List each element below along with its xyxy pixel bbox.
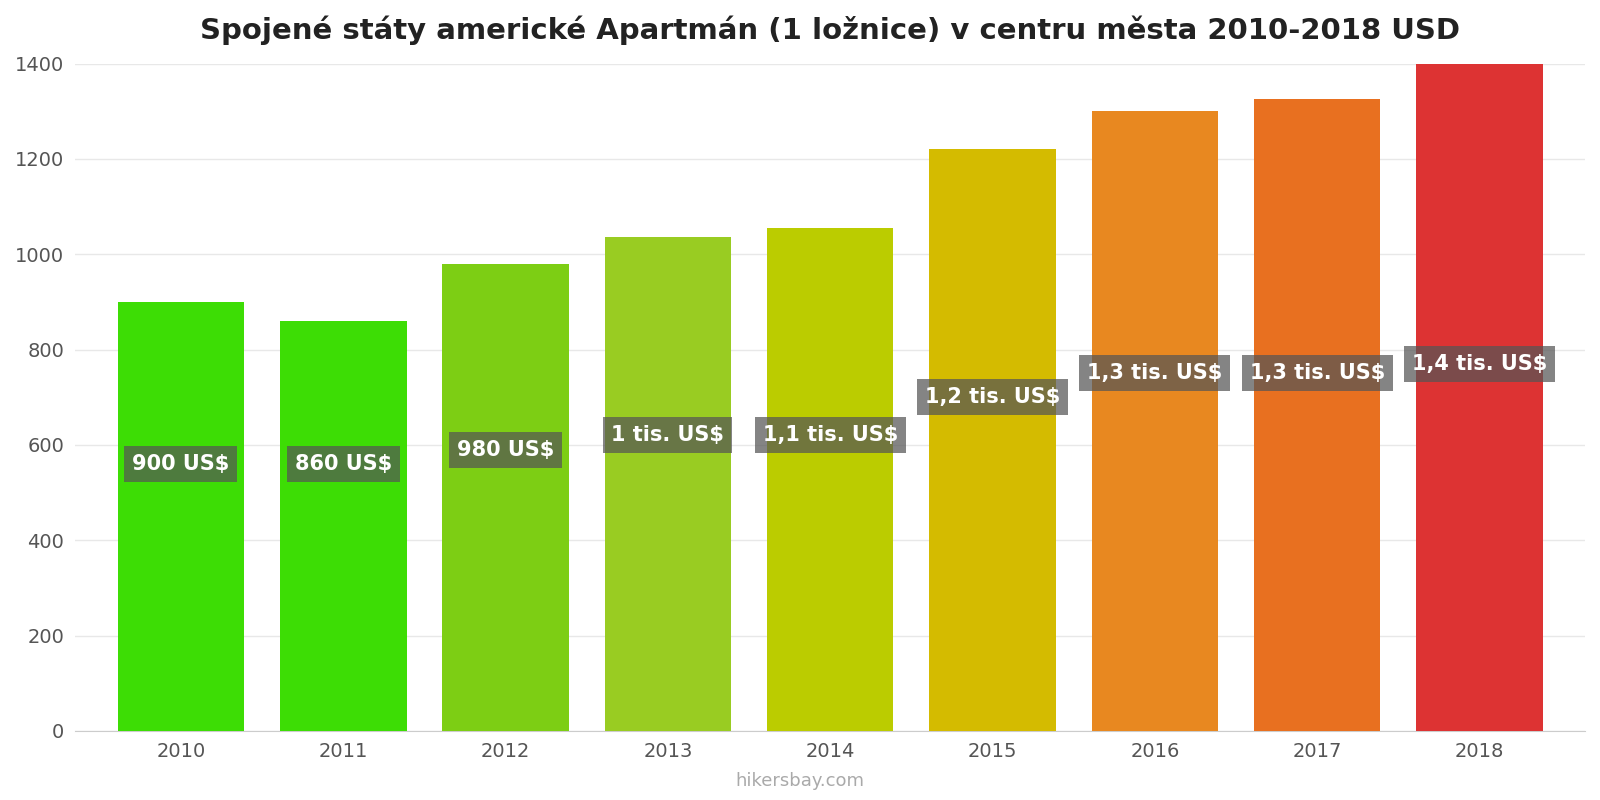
Text: 860 US$: 860 US$ [294, 454, 392, 474]
Text: 1,4 tis. US$: 1,4 tis. US$ [1411, 354, 1547, 374]
Text: 1,1 tis. US$: 1,1 tis. US$ [763, 426, 898, 446]
Bar [766, 228, 893, 731]
Title: Spojené státy americké Apartmán (1 ložnice) v centru města 2010-2018 USD: Spojené státy americké Apartmán (1 ložni… [200, 15, 1461, 45]
Text: hikersbay.com: hikersbay.com [736, 773, 864, 790]
Text: 1,2 tis. US$: 1,2 tis. US$ [925, 387, 1061, 407]
Bar [1416, 63, 1542, 731]
Bar [1091, 111, 1218, 731]
Bar [605, 238, 731, 731]
Text: 900 US$: 900 US$ [133, 454, 229, 474]
Bar [930, 150, 1056, 731]
Text: 980 US$: 980 US$ [458, 440, 554, 460]
Bar [442, 264, 570, 731]
Text: 1,3 tis. US$: 1,3 tis. US$ [1088, 363, 1222, 383]
Text: 1,3 tis. US$: 1,3 tis. US$ [1250, 363, 1384, 383]
Bar [280, 321, 406, 731]
Text: 1 tis. US$: 1 tis. US$ [611, 426, 725, 446]
Bar [117, 302, 245, 731]
Bar [1254, 99, 1381, 731]
